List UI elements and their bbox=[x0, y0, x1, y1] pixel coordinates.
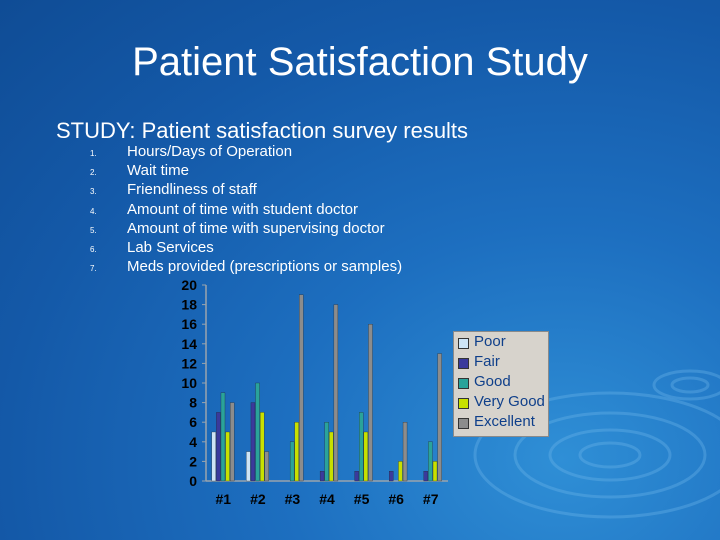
y-tick-label: 20 bbox=[181, 277, 197, 293]
chart-legend: Poor Fair Good Very Good Excellent bbox=[453, 331, 549, 437]
y-tick-label: 0 bbox=[189, 473, 197, 489]
bar bbox=[324, 422, 329, 482]
study-subtitle: STUDY: Patient satisfaction survey resul… bbox=[56, 118, 469, 143]
item-number: 3. bbox=[90, 187, 97, 197]
x-tick-label: #6 bbox=[388, 491, 404, 507]
legend-label: Poor bbox=[474, 333, 506, 350]
bar bbox=[432, 461, 438, 482]
bar bbox=[363, 431, 369, 482]
y-tick-label: 12 bbox=[181, 355, 197, 371]
x-tick-label: #2 bbox=[250, 491, 266, 507]
bar bbox=[246, 451, 251, 482]
item-text: Friendliness of staff bbox=[127, 181, 257, 199]
bar bbox=[211, 431, 216, 482]
bar bbox=[260, 412, 265, 482]
bar bbox=[423, 471, 428, 482]
bar bbox=[428, 441, 433, 482]
item-number: 7. bbox=[90, 264, 97, 274]
x-tick-label: #1 bbox=[215, 491, 231, 507]
bar bbox=[264, 451, 269, 482]
bar bbox=[220, 392, 226, 482]
bar bbox=[294, 422, 299, 482]
bar bbox=[359, 412, 364, 482]
legend-swatch bbox=[458, 358, 469, 369]
item-number: 6. bbox=[90, 244, 97, 254]
legend-label: Very Good bbox=[474, 393, 545, 410]
x-tick-label: #7 bbox=[423, 491, 439, 507]
x-tick-label: #5 bbox=[354, 491, 370, 507]
y-tick-label: 8 bbox=[189, 395, 197, 411]
item-text: Wait time bbox=[127, 162, 189, 180]
bar bbox=[398, 461, 403, 482]
item-number: 4. bbox=[90, 206, 97, 216]
legend-swatch bbox=[458, 398, 469, 409]
y-tick-label: 18 bbox=[181, 297, 197, 313]
y-tick-label: 16 bbox=[181, 316, 197, 332]
item-number: 2. bbox=[90, 168, 97, 178]
bar bbox=[319, 471, 325, 482]
bar bbox=[389, 471, 394, 482]
bar bbox=[329, 431, 334, 482]
legend-label: Good bbox=[474, 373, 511, 390]
bar bbox=[230, 402, 235, 482]
item-text: Lab Services bbox=[127, 238, 214, 256]
item-number: 1. bbox=[90, 149, 97, 158]
bar bbox=[354, 471, 359, 482]
y-tick-label: 6 bbox=[189, 414, 197, 430]
slide-title: Patient Satisfaction Study bbox=[132, 40, 588, 84]
y-tick-label: 14 bbox=[181, 336, 197, 352]
bar bbox=[299, 294, 304, 482]
x-tick-label: #3 bbox=[285, 491, 301, 507]
bar bbox=[289, 441, 295, 482]
bar bbox=[437, 353, 442, 482]
legend-label: Fair bbox=[474, 353, 500, 370]
y-tick-label: 10 bbox=[181, 375, 197, 391]
bar bbox=[333, 304, 339, 482]
bar bbox=[402, 422, 408, 482]
item-text: Amount of time with student doctor bbox=[127, 200, 358, 218]
bar bbox=[255, 382, 260, 482]
item-text: Hours/Days of Operation bbox=[127, 143, 293, 160]
x-tick-label: #4 bbox=[319, 491, 335, 507]
item-text: Amount of time with supervising doctor bbox=[127, 219, 385, 237]
legend-swatch bbox=[458, 378, 469, 389]
legend-label: Excellent bbox=[474, 413, 535, 430]
legend-swatch bbox=[458, 418, 469, 429]
bar bbox=[368, 324, 373, 482]
item-text: Meds provided (prescriptions or samples) bbox=[127, 258, 403, 276]
item-number: 5. bbox=[90, 225, 97, 235]
bar bbox=[250, 402, 256, 482]
y-tick-label: 2 bbox=[189, 453, 197, 469]
bar bbox=[216, 412, 221, 482]
legend-swatch bbox=[458, 338, 469, 349]
y-tick-label: 4 bbox=[189, 434, 197, 450]
bar bbox=[225, 431, 230, 482]
